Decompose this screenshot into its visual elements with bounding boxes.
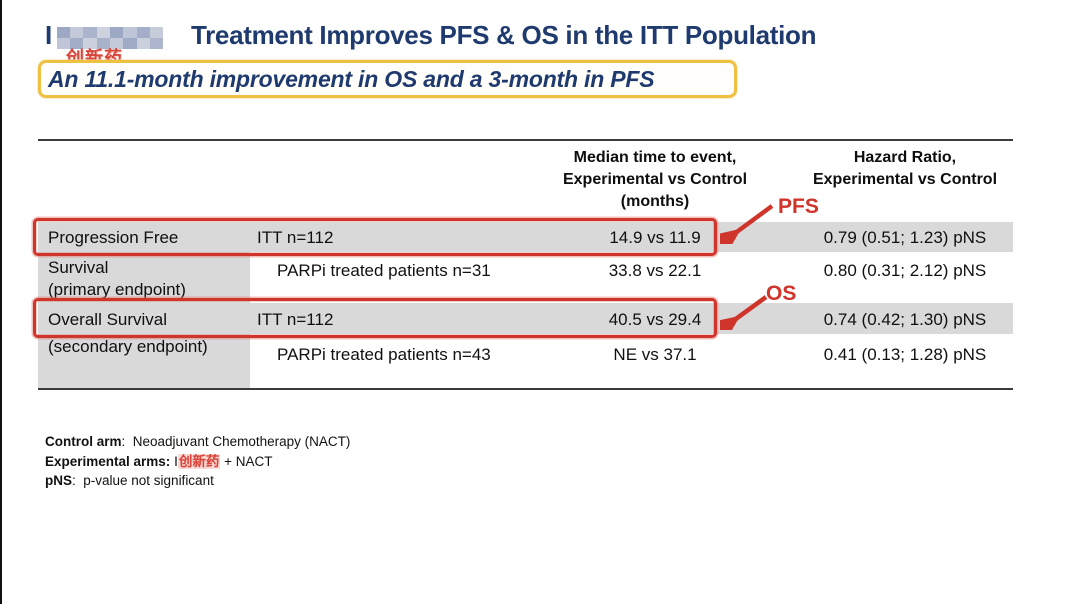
footnotes: Control arm: Neoadjuvant Chemotherapy (N… — [45, 432, 350, 491]
median-os-parpi: NE vs 37.1 — [613, 345, 697, 364]
os-arrow-icon — [720, 295, 768, 330]
population-pfs-parpi: PARPi treated patients n=31 — [277, 261, 491, 280]
left-edge-line — [0, 0, 2, 604]
endpoint-os-line1: Overall Survival — [48, 310, 168, 329]
subtitle-text: An 11.1-month improvement in OS and a 3-… — [48, 65, 655, 92]
pfs-annotation-label: PFS — [778, 195, 819, 218]
col-header-median-line2: Experimental vs Control — [562, 171, 748, 188]
footnote-experimental-label: Experimental arms: — [45, 453, 171, 469]
endpoint-pfs-line2: Survival — [48, 258, 109, 277]
highlight-box-pfs-row — [33, 218, 717, 256]
median-pfs-itt: 14.9 vs 11.9 — [609, 228, 701, 247]
hazard-pfs-itt: 0.79 (0.51; 1.23) pNS — [823, 228, 987, 247]
footnote-experimental-arms: Experimental arms: I创新药 + NACT — [45, 452, 350, 472]
col-header-hazard-ratio: Hazard Ratio, Experimental vs Control — [760, 147, 1050, 191]
hazard-os-itt: 0.74 (0.42; 1.30) pNS — [823, 310, 987, 329]
table-bottom-rule — [38, 388, 1013, 390]
footnote-pns-text: : p-value not significant — [72, 473, 214, 488]
pfs-arrow-icon — [720, 204, 774, 244]
endpoint-pfs-continuation: Survival (primary endpoint) — [48, 257, 243, 300]
col-header-hazard-line2: Experimental vs Control — [812, 171, 998, 188]
footnote-pns: pNS: p-value not significant — [45, 471, 350, 491]
row-shading-os-itt — [38, 303, 1013, 334]
slide-title: I Treatment Improves PFS & OS in the ITT… — [45, 20, 817, 51]
median-pfs-parpi: 33.8 vs 22.1 — [608, 261, 702, 280]
col-header-median-time: Median time to event, Experimental vs Co… — [500, 147, 810, 213]
population-pfs-itt: ITT n=112 — [257, 228, 334, 247]
hazard-pfs-parpi: 0.80 (0.31; 2.12) pNS — [823, 261, 987, 280]
subtitle-banner: An 11.1-month improvement in OS and a 3-… — [38, 60, 737, 98]
endpoint-pfs-line1: Progression Free — [48, 228, 179, 247]
os-annotation-label: OS — [766, 282, 797, 305]
population-os-parpi: PARPi treated patients n=43 — [277, 345, 491, 364]
footnote-control-arm: Control arm: Neoadjuvant Chemotherapy (N… — [45, 432, 350, 452]
highlight-box-os-row — [33, 298, 717, 338]
title-text: Treatment Improves PFS & OS in the ITT P… — [190, 20, 817, 50]
footnote-redacted-drug-cn: 创新药 — [177, 453, 221, 469]
footnote-experimental-post: + NACT — [220, 453, 273, 469]
col-header-hazard-line1: Hazard Ratio, — [853, 149, 957, 166]
endpoint-pfs-note: (primary endpoint) — [48, 279, 186, 299]
redacted-drug-name-mosaic — [56, 26, 163, 49]
footnote-pns-label: pNS — [45, 473, 72, 488]
median-os-itt: 40.5 vs 29.4 — [608, 310, 702, 329]
row-shading-pfs-itt — [38, 222, 1013, 252]
footnote-control-text: : Neoadjuvant Chemotherapy (NACT) — [121, 434, 351, 449]
col-header-median-line3: (months) — [620, 193, 690, 210]
table-top-rule — [38, 139, 1013, 141]
population-os-itt: ITT n=112 — [257, 310, 334, 329]
hazard-os-parpi: 0.41 (0.13; 1.28) pNS — [823, 345, 987, 364]
endpoint-os-note: (secondary endpoint) — [48, 337, 208, 356]
footnote-control-label: Control arm — [45, 434, 122, 449]
title-prefix: I — [45, 20, 52, 50]
footnote-experimental-pre: I — [170, 453, 178, 469]
col-header-median-line1: Median time to event, — [573, 149, 737, 166]
